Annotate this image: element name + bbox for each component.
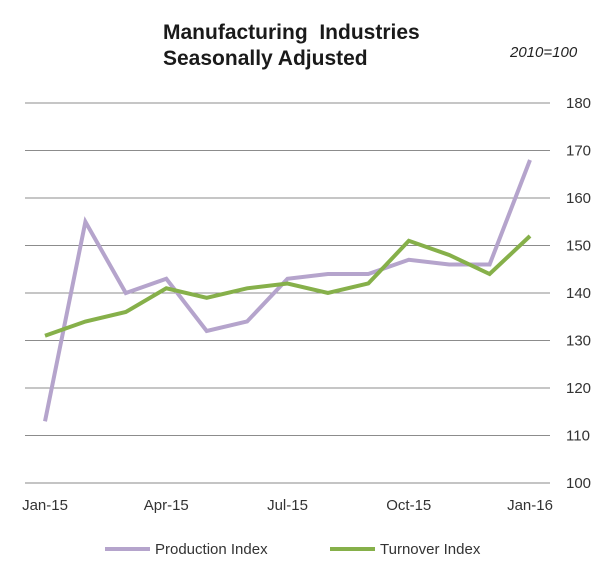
x-tick-label-jan-15: Jan-15 (22, 497, 68, 514)
x-tick-label-oct-15: Oct-15 (386, 497, 431, 514)
series-line-turnover-index (44, 234, 532, 338)
y-tick-label-100: 100 (566, 475, 591, 492)
x-tick-label-apr-15: Apr-15 (144, 497, 189, 514)
x-tick-label-jan-16: Jan-16 (507, 497, 553, 514)
y-tick-label-130: 130 (566, 333, 591, 350)
chart-title: Manufacturing Industries Seasonally Adju… (163, 20, 420, 72)
index-base-note: 2010=100 (510, 44, 578, 61)
chart-title-line2: Seasonally Adjusted (163, 47, 368, 70)
x-tick-label-jul-15: Jul-15 (267, 497, 308, 514)
y-tick-label-160: 160 (566, 190, 591, 207)
y-tick-label-150: 150 (566, 238, 591, 255)
y-tick-label-180: 180 (566, 95, 591, 112)
y-tick-label-170: 170 (566, 143, 591, 160)
legend-label-production-index: Production Index (155, 541, 268, 558)
chart-title-line1: Manufacturing Industries (163, 21, 420, 44)
series-line-production-index (43, 159, 532, 422)
y-tick-label-110: 110 (566, 428, 590, 445)
y-tick-label-140: 140 (566, 285, 591, 302)
legend-label-turnover-index: Turnover Index (380, 541, 481, 558)
y-tick-label-120: 120 (566, 380, 591, 397)
